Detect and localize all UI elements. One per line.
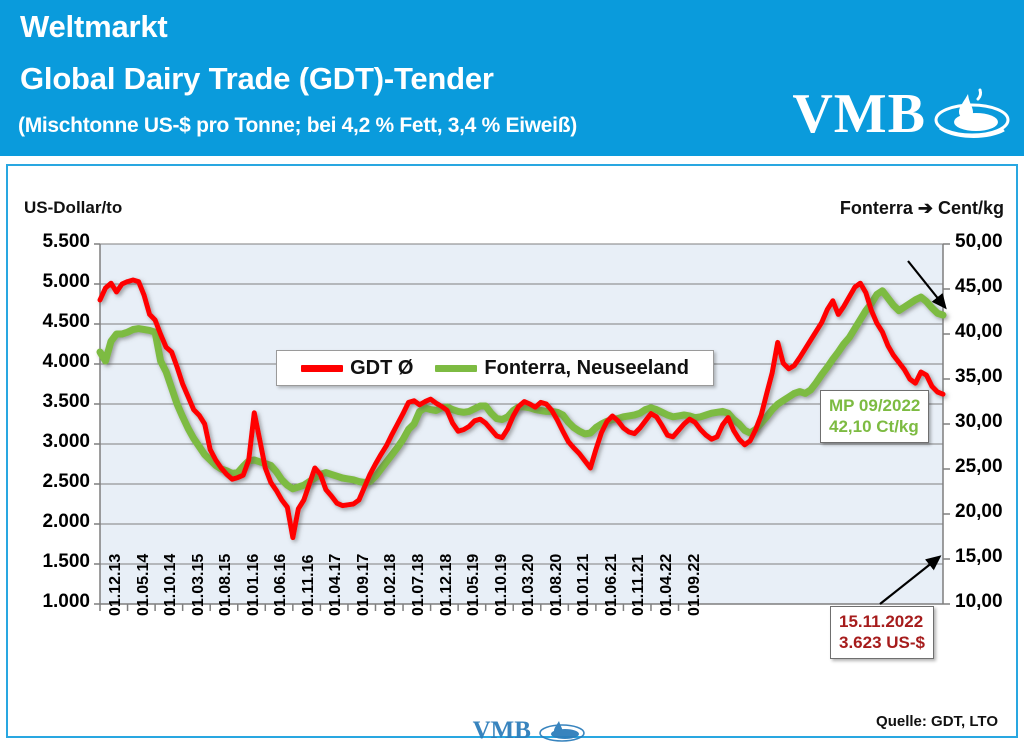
annotation-arrow-gdt	[879, 555, 942, 605]
header-title-line2: Global Dairy Trade (GDT)-Tender	[20, 61, 494, 96]
y-axis-tick-label: 4.000	[42, 351, 90, 372]
y2-axis-tick-label: 10,00	[955, 591, 1003, 612]
x-axis-tick-label: 01.10.19	[492, 553, 510, 616]
annotation-arrow-fonterra	[907, 260, 947, 310]
milk-drop-icon	[934, 88, 1010, 138]
y2-axis-tick-label: 50,00	[955, 231, 1003, 252]
chart-legend: GDT Ø Fonterra, Neuseeland	[276, 350, 714, 386]
y-axis-tick-label: 1.500	[42, 551, 90, 572]
y-axis-tick-label: 5.000	[42, 271, 90, 292]
x-axis-tick-label: 01.12.18	[437, 553, 455, 616]
y2-axis-tick-label: 15,00	[955, 546, 1003, 567]
series-line-gdt	[97, 277, 946, 541]
y2-axis-tick-label: 35,00	[955, 366, 1003, 387]
x-axis-tick-label: 01.05.14	[134, 553, 152, 616]
x-axis-tick-label: 01.04.22	[657, 553, 675, 616]
x-axis-tick-label: 01.03.20	[520, 553, 538, 616]
y-axis-tick-label: 4.500	[42, 311, 90, 332]
header-title-line1: Weltmarkt	[20, 9, 168, 44]
x-axis-tick-label: 01.09.17	[354, 553, 372, 616]
annotation-gdt-line1: 15.11.2022	[839, 612, 924, 631]
y2-axis-tick-label: 45,00	[955, 276, 1003, 297]
legend-swatch-fonterra	[435, 364, 478, 372]
vmb-wordmark: VMB	[792, 83, 926, 145]
y2-axis-tick-label: 40,00	[955, 321, 1003, 342]
plot-area: 5.500 5.000 4.500 4.000 3.500 3.000 2.500 2.000…	[8, 166, 1020, 740]
y2-axis-title: Fonterra ➔ Cent/kg	[839, 198, 1004, 218]
x-axis-tick-label: 01.02.18	[382, 553, 400, 616]
y2-axis-tick-label: 30,00	[955, 411, 1003, 432]
source-note: Quelle: GDT, LTO	[876, 713, 998, 730]
x-axis-tick-label: 01.08.20	[547, 553, 565, 616]
chart-panel: US-Dollar/to Fonterra ➔ Cent/kg GDT Ø Fo…	[6, 164, 1020, 744]
annotation-fonterra-line1: MP 09/2022	[829, 396, 921, 415]
y2-axis-tick-label: 20,00	[955, 501, 1003, 522]
annotation-gdt: 15.11.2022 3.623 US-$	[830, 606, 934, 659]
x-axis-tick-label: 01.09.22	[685, 553, 703, 616]
x-axis-tick-label: 01.05.19	[465, 553, 483, 616]
x-axis-tick-label: 01.06.21	[602, 553, 620, 616]
annotation-fonterra: MP 09/2022 42,10 Ct/kg	[820, 390, 930, 443]
legend-item-fonterra: Fonterra, Neuseeland	[435, 357, 689, 380]
x-axis-tick-label: 01.06.16	[272, 553, 290, 616]
x-axis-tick-label: 01.08.15	[217, 553, 235, 616]
y2-axis-tick-label: 25,00	[955, 456, 1003, 477]
vmb-logo: VMB	[792, 86, 1010, 142]
y-axis-tick-label: 3.000	[42, 431, 90, 452]
y-axis-tick-label: 2.000	[42, 511, 90, 532]
x-axis-tick-label: 01.03.15	[189, 553, 207, 616]
x-axis-tick-label: 01.07.18	[410, 553, 428, 616]
chart-canvas	[94, 243, 950, 611]
header-banner: Weltmarkt Global Dairy Trade (GDT)-Tende…	[0, 0, 1024, 156]
x-axis-tick-label: 01.12.13	[107, 553, 124, 616]
legend-label-fonterra: Fonterra, Neuseeland	[484, 356, 689, 379]
x-axis-tick-label: 01.01.16	[244, 553, 262, 616]
y-axis-title: US-Dollar/to	[24, 198, 123, 217]
x-axis-tick-label: 01.01.21	[575, 553, 593, 616]
y-axis-tick-label: 3.500	[42, 391, 90, 412]
legend-swatch-gdt	[301, 364, 344, 372]
x-axis-tick-label: 01.11.16	[299, 554, 317, 616]
y-axis-tick-label: 2.500	[42, 471, 90, 492]
header-subtitle: (Mischtonne US-$ pro Tonne; bei 4,2 % Fe…	[18, 114, 577, 137]
legend-item-gdt: GDT Ø	[301, 357, 413, 380]
y-axis-tick-label: 5.500	[42, 231, 90, 252]
annotation-fonterra-line2: 42,10 Ct/kg	[829, 417, 919, 436]
x-axis-tick-label: 01.11.21	[630, 554, 648, 616]
legend-label-gdt: GDT Ø	[350, 356, 414, 379]
x-axis-tick-label: 01.04.17	[327, 553, 345, 616]
y-axis-tick-label: 1.000	[42, 591, 90, 612]
annotation-gdt-line2: 3.623 US-$	[839, 633, 925, 652]
x-axis-tick-label: 01.10.14	[162, 553, 180, 616]
